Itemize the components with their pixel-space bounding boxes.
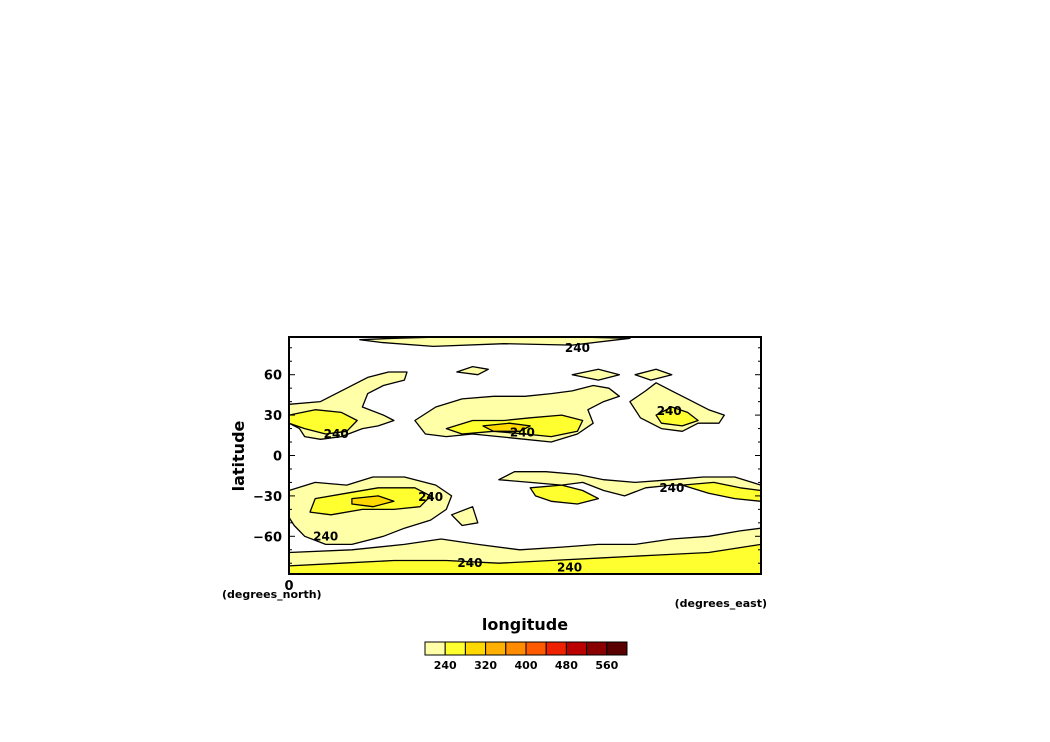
y-tick-label: 30: [264, 409, 282, 424]
contour-label: 240: [659, 481, 684, 495]
contour-label: 240: [418, 490, 443, 504]
contour-region-240: [456, 365, 489, 376]
y-tick-label: −60: [253, 530, 282, 545]
x-tick-label: 0: [284, 579, 293, 594]
contour-label: 240: [313, 529, 338, 543]
contour-label: 240: [657, 404, 682, 418]
colorbar-swatch: [485, 641, 507, 656]
colorbar-label: 480: [555, 659, 578, 672]
colorbar: 240 320 400 480 560: [424, 641, 628, 672]
colorbar-swatch: [606, 641, 628, 656]
colorbar-swatch: [444, 641, 466, 656]
colorbar-swatch: [586, 641, 608, 656]
y-tick-label: −30: [253, 490, 282, 505]
colorbar-swatch: [424, 641, 446, 656]
contour-region-320: [351, 495, 395, 508]
colorbar-swatch: [464, 641, 487, 656]
contour-region-240: [571, 368, 621, 381]
contour-region-280: [288, 409, 358, 435]
contour-label: 240: [324, 427, 349, 441]
y-tick-label: 60: [264, 369, 282, 384]
y-tick-label: 0: [273, 450, 282, 465]
y-axis-units: (degrees_north): [222, 588, 322, 601]
contour-label: 240: [557, 560, 582, 574]
contour-region-280: [655, 406, 699, 427]
contour-region-240: [629, 382, 725, 432]
x-axis-title: longitude: [482, 615, 568, 634]
x-axis: 0: [284, 579, 293, 594]
x-axis-units: (degrees_east): [675, 597, 767, 610]
colorbar-swatch: [565, 641, 588, 656]
colorbar-label: 320: [474, 659, 497, 672]
colorbar-swatch: [545, 641, 567, 656]
contour-region-240: [634, 368, 673, 381]
contour-region-280: [529, 484, 600, 505]
colorbar-label: 400: [515, 659, 538, 672]
y-axis-title: latitude: [229, 420, 248, 491]
contour-region-240: [450, 506, 479, 527]
contour-region-320: [482, 422, 531, 432]
contour-label: 240: [565, 341, 590, 355]
contour-label: 240: [457, 556, 482, 570]
y-axis: 60 30 0 −30 −60: [253, 347, 761, 564]
colorbar-label: 560: [595, 659, 618, 672]
contour-label: 240: [510, 426, 535, 440]
contour-label-layer: 240 240 240 240 240 240 240 240 240: [313, 341, 684, 574]
colorbar-label: 240: [434, 659, 457, 672]
colorbar-swatch: [505, 641, 527, 656]
colorbar-swatch: [525, 641, 547, 656]
